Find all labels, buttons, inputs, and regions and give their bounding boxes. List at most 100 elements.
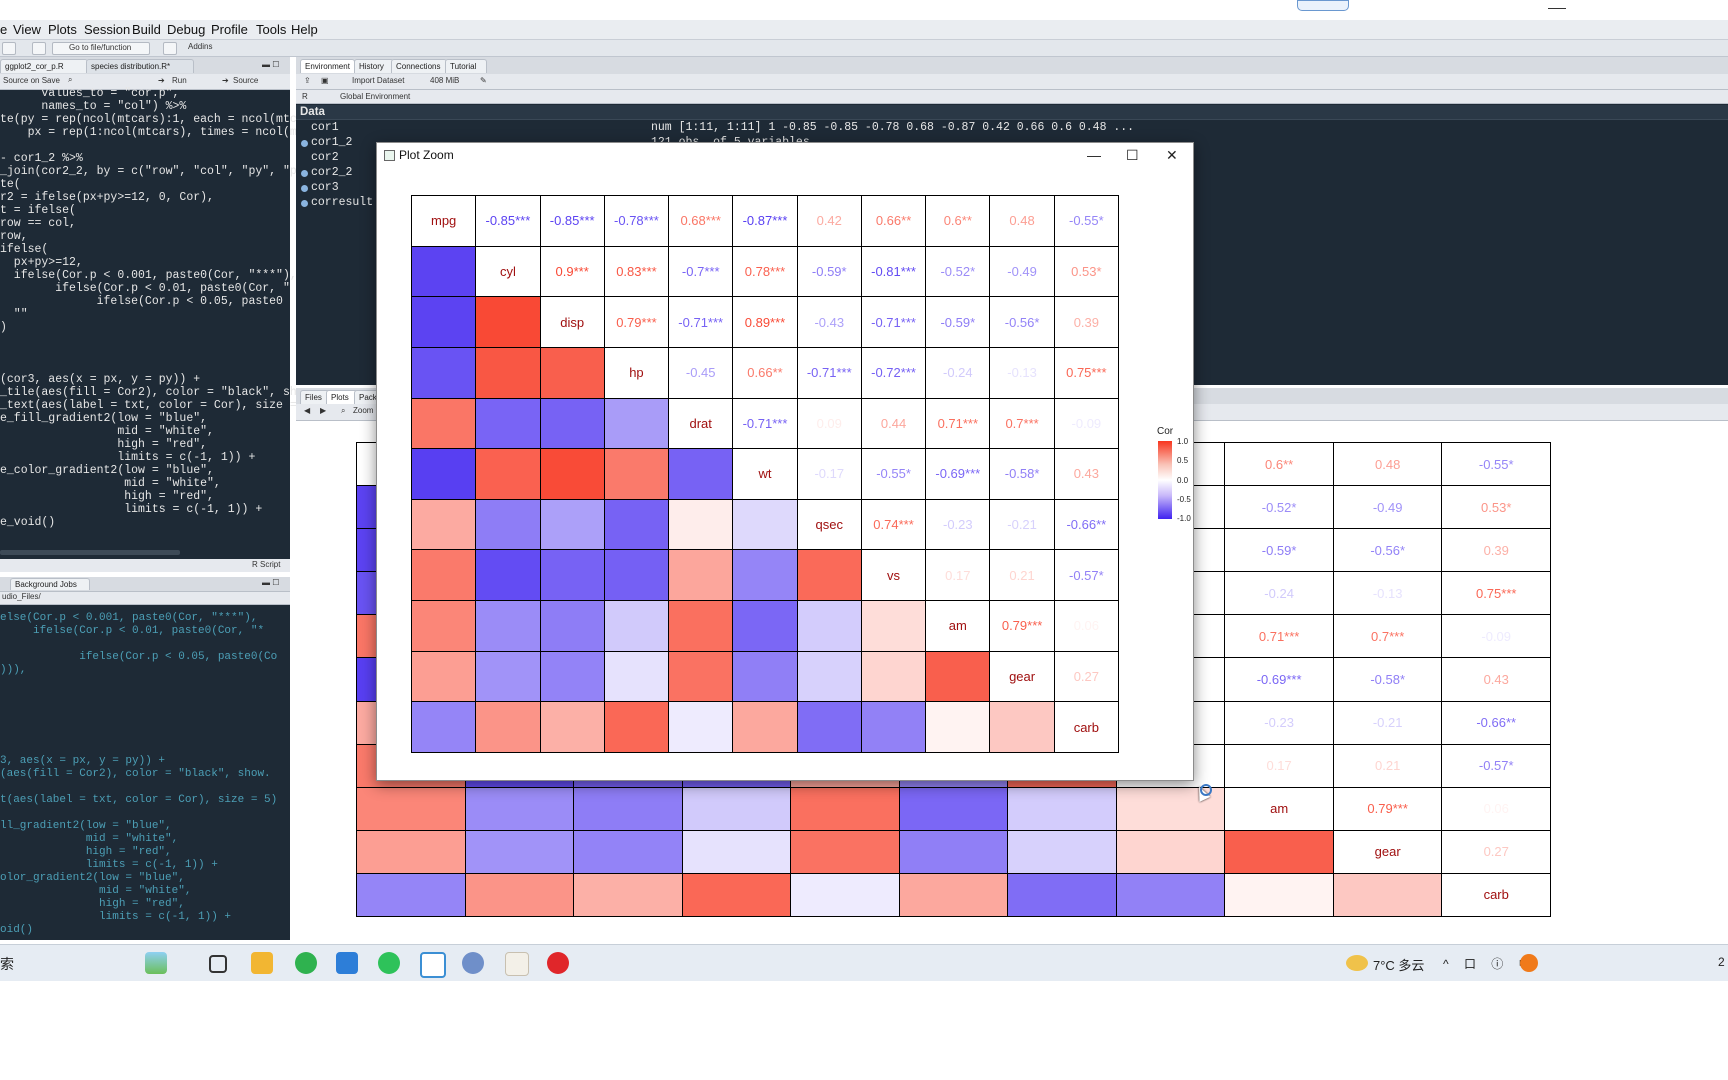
browser-icon[interactable] [295,952,317,974]
correlation-value-cell: 0.79*** [603,296,670,348]
env-variable-name[interactable]: cor2_2 [311,166,353,179]
scope-select[interactable]: Global Environment [340,92,411,101]
correlation-value-cell: -0.72*** [860,346,927,399]
env-variable-name[interactable]: cor1 [311,121,339,134]
clock[interactable]: 2 [1718,955,1725,969]
code-editor[interactable]: values_to = "cor.p", names_to = "col") %… [0,87,304,529]
run-button[interactable]: Run [172,76,187,85]
print-icon[interactable] [32,42,46,55]
menu-profile[interactable]: Profile [211,22,248,37]
menu-plots[interactable]: Plots [48,22,77,37]
correlation-value-cell: -0.58* [989,448,1055,500]
expand-dot-icon[interactable] [301,200,308,207]
tab-ggplot2-cor[interactable]: ggplot2_cor_p.R [0,59,88,73]
file-type-label[interactable]: R Script [252,560,281,569]
correlation-value-cell: 0.68*** [668,195,734,247]
tab-environment[interactable]: Environment [300,59,355,73]
close-button[interactable]: ✕ [1166,147,1178,163]
diagonal-label-cell: hp [603,346,670,399]
load-workspace-icon[interactable]: ⇪ [304,76,311,85]
legend-tick: -0.5 [1177,495,1191,504]
diagonal-label-cell: am [1224,786,1334,831]
expand-dot-icon[interactable] [301,140,308,147]
minimize-icon[interactable] [1548,8,1566,9]
console-output[interactable]: else(Cor.p < 0.001, paste0(Cor, "***"), … [0,612,278,936]
correlation-value-cell: -0.55* [1441,442,1551,487]
tab-history[interactable]: History [354,59,394,73]
heatmap-tile [539,701,605,753]
heatmap-tile [925,701,991,753]
environment-toolbar: ⇪ ▣ Import Dataset 408 MiB ✎ [296,74,1728,90]
menu-build[interactable]: Build [132,22,161,37]
correlation-value-cell: 0.17 [925,549,991,602]
addins-menu[interactable]: Addins [188,42,213,51]
menu-help[interactable]: Help [291,22,318,37]
window-indicator[interactable] [1297,0,1349,11]
tab-connections[interactable]: Connections [391,59,447,73]
input-method-icon[interactable] [1520,954,1538,972]
zoom-button[interactable]: Zoom [353,406,374,415]
menu-view[interactable]: View [13,22,41,37]
menu-file[interactable]: e [0,22,8,37]
source-on-save[interactable]: Source on Save [3,76,60,85]
wechat-icon[interactable] [378,952,400,974]
correlation-value-cell: 0.44 [860,397,927,450]
working-directory[interactable]: udio_Files/ [2,592,41,601]
heatmap-tile [1007,829,1117,874]
tab-background-jobs[interactable]: Background Jobs [10,578,90,590]
widgets-icon[interactable] [145,952,167,974]
source-button[interactable]: Source [233,76,259,85]
image-viewer-icon[interactable] [505,952,529,976]
search-icon[interactable]: ⌕ [68,75,73,84]
taskbar: 索 7°C 多云 ^ 口 ⓘ 中 2 [0,944,1728,981]
correlation-value-cell: 0.71*** [1224,614,1334,659]
menu-debug[interactable]: Debug [167,22,206,37]
horizontal-scrollbar[interactable] [0,550,180,555]
correlation-value-cell: 0.78*** [732,245,798,298]
broom-icon[interactable]: ✎ [480,76,487,85]
correlation-value-cell: -0.56* [989,296,1055,348]
heatmap-tile [411,650,477,703]
tab-tutorial[interactable]: Tutorial [445,59,487,73]
env-variable-name[interactable]: cor2 [311,151,339,164]
env-variable-name[interactable]: cor1_2 [311,136,353,149]
network-app-icon[interactable] [420,952,446,978]
system-tray[interactable]: ^ 口 ⓘ 中 [1443,957,1537,971]
language-select[interactable]: R [302,92,308,101]
expand-dot-icon[interactable] [301,170,308,177]
mail-icon[interactable] [336,952,358,974]
weather-text[interactable]: 7°C 多云 [1373,958,1425,973]
expand-dot-icon[interactable] [301,185,308,192]
music-app-icon[interactable] [547,952,569,974]
layout-icon[interactable] [163,42,177,55]
import-dataset-button[interactable]: Import Dataset [352,76,405,85]
back-arrow-icon[interactable]: ◀ [304,406,311,415]
forward-arrow-icon[interactable]: ▶ [320,406,327,415]
memory-usage[interactable]: 408 MiB [430,76,460,85]
maximize-button[interactable]: ☐ [1126,147,1139,163]
heatmap-tile [603,549,670,602]
env-variable-name[interactable]: corresult [311,196,374,209]
menu-tools[interactable]: Tools [256,22,287,37]
file-explorer-icon[interactable] [251,952,273,974]
pane-minimize-icon[interactable]: ▬ ☐ [262,578,280,587]
correlation-value-cell: -0.58* [1332,657,1443,702]
search-box-fragment[interactable]: 索 [0,956,14,972]
env-variable-name[interactable]: cor3 [311,181,339,194]
correlation-value-cell: 0.75*** [1053,346,1119,399]
minimize-button[interactable]: — [1087,147,1101,163]
heatmap-tile [573,786,683,831]
heatmap-tile [573,829,683,874]
goto-file-input[interactable]: Go to file/function [52,42,150,55]
tab-species-distribution[interactable]: species distribution.R* [86,59,194,73]
task-view-icon[interactable] [209,955,227,973]
r-app-icon[interactable] [462,952,484,974]
save-workspace-icon[interactable]: ▣ [321,76,329,85]
pane-minimize-icon[interactable]: ▬ ☐ [262,60,280,69]
legend-tick: 0.5 [1177,456,1189,465]
grid-icon[interactable] [2,42,16,55]
menu-session[interactable]: Session [84,22,131,37]
heatmap-tile [668,549,734,602]
heatmap-tile [1332,872,1443,917]
correlation-value-cell: -0.59* [1224,528,1334,573]
